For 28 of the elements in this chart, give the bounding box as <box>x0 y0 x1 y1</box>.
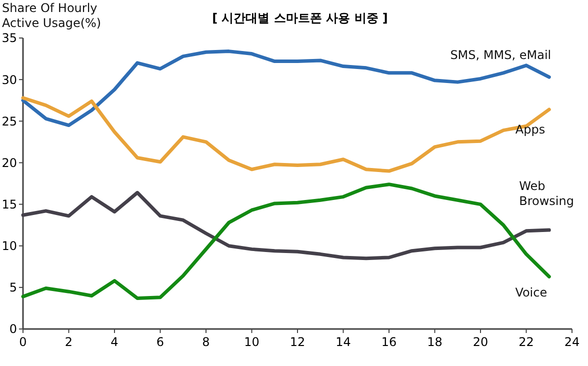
x-tick-label: 20 <box>472 335 488 349</box>
y-tick-label: 0 <box>9 322 17 336</box>
x-tick-label: 8 <box>202 335 210 349</box>
y-tick-label: 20 <box>2 156 17 170</box>
y-tick-label: 15 <box>2 197 17 212</box>
x-tick-label: 4 <box>110 335 118 349</box>
x-tick-label: 22 <box>518 335 534 349</box>
x-tick-label: 0 <box>19 335 27 349</box>
series-label: Web Browsing <box>519 179 574 208</box>
line-series <box>21 96 551 173</box>
x-tick-label: 10 <box>244 335 260 349</box>
y-tick-label: 35 <box>2 31 17 46</box>
chart-title: [ 시간대별 스마트폰 사용 비중 ] <box>212 11 388 25</box>
y-tick-label: 5 <box>9 280 17 295</box>
y-tick-label: 30 <box>2 72 17 87</box>
x-tick-label: 14 <box>336 335 351 349</box>
y-axis-title: Share Of Hourly Active Usage(%) <box>2 1 102 30</box>
y-tick-label: 10 <box>2 239 17 254</box>
series-label: Apps <box>515 122 546 137</box>
x-tick-label: 2 <box>64 335 73 349</box>
y-tick-label: 25 <box>2 114 17 128</box>
x-tick-label: 6 <box>156 335 164 349</box>
x-tick-label: 16 <box>381 335 397 349</box>
x-tick-label: 24 <box>564 335 580 349</box>
series-label: SMS, MMS, eMail <box>450 48 552 62</box>
series-label: Voice <box>515 286 548 300</box>
x-tick-label: 18 <box>427 335 442 349</box>
x-tick-label: 12 <box>290 335 306 349</box>
